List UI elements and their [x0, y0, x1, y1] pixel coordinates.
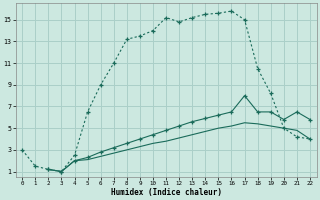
- X-axis label: Humidex (Indice chaleur): Humidex (Indice chaleur): [111, 188, 221, 197]
